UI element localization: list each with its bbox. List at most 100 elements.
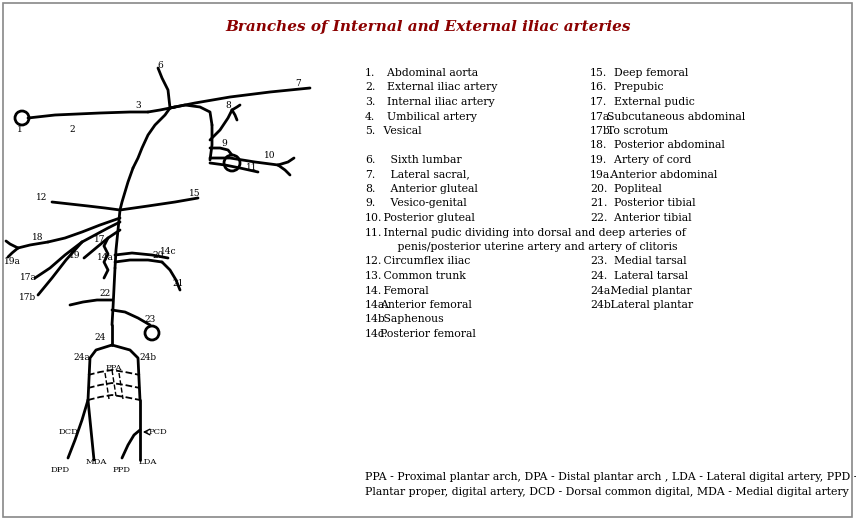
Text: 17a: 17a (20, 274, 37, 282)
Text: 2: 2 (69, 125, 74, 135)
Text: Lateral sacral,: Lateral sacral, (380, 170, 470, 179)
Text: 12.: 12. (365, 256, 383, 266)
Text: 19: 19 (69, 251, 80, 259)
Text: 12: 12 (36, 193, 48, 202)
Text: 8.: 8. (365, 184, 376, 194)
Text: Anterior femoral: Anterior femoral (380, 300, 472, 310)
Text: 14a.: 14a. (365, 300, 389, 310)
Text: 7.: 7. (365, 170, 375, 179)
Text: Medial plantar: Medial plantar (607, 285, 692, 295)
Text: LDA: LDA (139, 458, 158, 466)
Text: PCD: PCD (149, 428, 168, 436)
Text: MDA: MDA (86, 458, 107, 466)
Text: 11: 11 (247, 162, 258, 172)
Text: 22: 22 (99, 290, 110, 298)
Text: penis/posterior uterine artery and artery of clitoris: penis/posterior uterine artery and arter… (380, 242, 677, 252)
Text: 1: 1 (17, 125, 23, 135)
Text: 8: 8 (225, 101, 231, 110)
Text: 14c.: 14c. (365, 329, 389, 339)
Text: 4.: 4. (365, 111, 375, 122)
Text: 10: 10 (265, 150, 276, 160)
Text: Lateral plantar: Lateral plantar (607, 300, 693, 310)
Text: 17b: 17b (20, 293, 37, 303)
Text: Anterior gluteal: Anterior gluteal (380, 184, 478, 194)
Text: 20: 20 (152, 252, 163, 261)
Text: 11.: 11. (365, 228, 383, 238)
Text: 6.: 6. (365, 155, 376, 165)
Text: Subcutaneous abdominal: Subcutaneous abdominal (607, 111, 746, 122)
Text: 21.: 21. (590, 199, 608, 209)
Text: 17: 17 (94, 236, 106, 244)
Text: Internal iliac artery: Internal iliac artery (380, 97, 495, 107)
Text: 14b: 14b (365, 315, 386, 324)
Text: Abdominal aorta: Abdominal aorta (380, 68, 479, 78)
Text: Common trunk: Common trunk (380, 271, 466, 281)
Text: 24b: 24b (140, 353, 157, 361)
Text: 9.: 9. (365, 199, 375, 209)
Text: Circumflex iliac: Circumflex iliac (380, 256, 470, 266)
Text: Popliteal: Popliteal (607, 184, 662, 194)
Text: 23: 23 (145, 316, 156, 324)
Text: Posterior tibial: Posterior tibial (607, 199, 696, 209)
Text: 1.: 1. (365, 68, 376, 78)
Text: Vesical: Vesical (380, 126, 422, 136)
Text: 24b.: 24b. (590, 300, 615, 310)
Text: 9: 9 (221, 139, 227, 149)
Text: 14c: 14c (160, 248, 176, 256)
Text: PPD: PPD (113, 466, 131, 474)
Text: 16.: 16. (590, 83, 608, 93)
Text: Saphenous: Saphenous (380, 315, 443, 324)
Text: 24: 24 (94, 333, 105, 343)
Text: Medial tarsal: Medial tarsal (607, 256, 687, 266)
Text: 19a.: 19a. (590, 170, 614, 179)
Text: Plantar proper, digital artery, DCD - Dorsal common digital, MDA - Medial digita: Plantar proper, digital artery, DCD - Do… (365, 487, 849, 497)
Text: 7: 7 (295, 80, 300, 88)
Text: 18: 18 (33, 233, 44, 242)
Text: Artery of cord: Artery of cord (607, 155, 692, 165)
Text: Umbilical artery: Umbilical artery (380, 111, 477, 122)
Text: 20.: 20. (590, 184, 608, 194)
Text: 2.: 2. (365, 83, 376, 93)
Text: 17b.: 17b. (590, 126, 615, 136)
Text: 14a: 14a (97, 253, 114, 263)
Text: 15.: 15. (590, 68, 607, 78)
Text: 19a: 19a (3, 257, 21, 266)
Text: External pudic: External pudic (607, 97, 695, 107)
Text: 10.: 10. (365, 213, 383, 223)
Text: Posterior gluteal: Posterior gluteal (380, 213, 475, 223)
Text: 24a: 24a (74, 353, 91, 361)
Text: 18.: 18. (590, 140, 608, 150)
Text: DPD: DPD (51, 466, 69, 474)
Text: 5.: 5. (365, 126, 375, 136)
Text: 21: 21 (172, 280, 184, 289)
Text: 15: 15 (189, 189, 201, 199)
Text: 19.: 19. (590, 155, 607, 165)
Text: Internal pudic dividing into dorsal and deep arteries of: Internal pudic dividing into dorsal and … (380, 228, 686, 238)
Text: Branches of Internal and External iliac arteries: Branches of Internal and External iliac … (225, 20, 631, 34)
Text: Sixth lumbar: Sixth lumbar (380, 155, 461, 165)
Text: 24.: 24. (590, 271, 607, 281)
Text: Anterior tibial: Anterior tibial (607, 213, 692, 223)
Text: Prepubic: Prepubic (607, 83, 663, 93)
Text: 13.: 13. (365, 271, 383, 281)
Text: PPA: PPA (106, 364, 122, 372)
Text: External iliac artery: External iliac artery (380, 83, 497, 93)
Text: 6: 6 (158, 61, 163, 71)
Text: PPA - Proximal plantar arch, DPA - Distal plantar arch , LDA - Lateral digital a: PPA - Proximal plantar arch, DPA - Dista… (365, 472, 856, 482)
Text: 17a.: 17a. (590, 111, 614, 122)
Text: Deep femoral: Deep femoral (607, 68, 688, 78)
Text: 14.: 14. (365, 285, 383, 295)
Text: 23.: 23. (590, 256, 608, 266)
Text: Anterior abdominal: Anterior abdominal (607, 170, 717, 179)
Text: To scrotum: To scrotum (607, 126, 669, 136)
Text: 17.: 17. (590, 97, 607, 107)
Text: Posterior abdominal: Posterior abdominal (607, 140, 725, 150)
Text: Lateral tarsal: Lateral tarsal (607, 271, 688, 281)
Text: Vesico-genital: Vesico-genital (380, 199, 467, 209)
Text: 3.: 3. (365, 97, 376, 107)
Text: DCD: DCD (58, 428, 78, 436)
Text: 24a.: 24a. (590, 285, 614, 295)
Text: Femoral: Femoral (380, 285, 429, 295)
Text: Posterior femoral: Posterior femoral (380, 329, 476, 339)
Text: 22.: 22. (590, 213, 608, 223)
